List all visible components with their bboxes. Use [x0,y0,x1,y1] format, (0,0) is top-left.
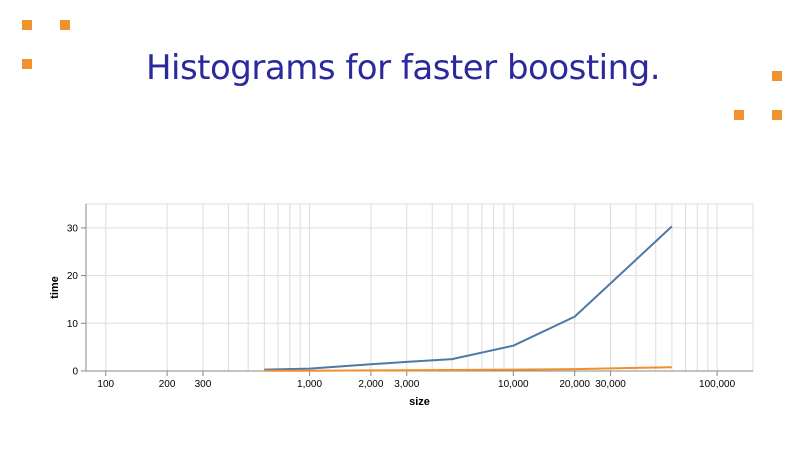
slide-title: Histograms for faster boosting. [145,48,661,88]
decorative-square [734,110,744,120]
x-tick-label: 100 [97,379,114,390]
y-tick-label: 30 [67,223,79,234]
series-line-2 [264,366,672,372]
x-tick-label: 200 [159,379,176,390]
decorative-square [60,20,70,30]
y-tick-label: 0 [72,367,78,378]
x-tick-label: 100,000 [699,379,736,390]
x-tick-label: 300 [195,379,212,390]
decorative-square [22,59,32,69]
y-axis-title: time [49,276,61,299]
y-tick-label: 20 [67,271,79,282]
x-tick-label: 10,000 [498,379,529,390]
y-tick-label: 10 [67,319,79,330]
decorative-square [772,110,782,120]
chart-grid [85,203,754,372]
x-tick-label: 3,000 [394,379,419,390]
decorative-square [772,71,782,81]
x-axis-title: size [409,396,430,408]
chart-axes: 100 200 300 1,000 2,000 3,000 10,000 20,000 30,0… [67,204,753,390]
x-tick-label: 20,000 [559,379,590,390]
x-tick-label: 1,000 [297,379,322,390]
series-line-1 [264,225,673,371]
chart-series [264,225,673,372]
decorative-square [22,20,32,30]
x-tick-label: 2,000 [358,379,383,390]
x-tick-label: 30,000 [595,379,626,390]
plot-frame [85,203,754,372]
